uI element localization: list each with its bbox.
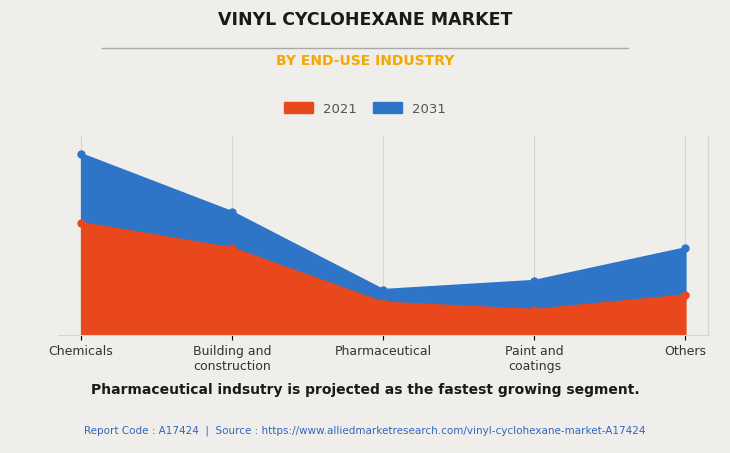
Text: VINYL CYCLOHEXANE MARKET: VINYL CYCLOHEXANE MARKET bbox=[218, 11, 512, 29]
Text: Pharmaceutical indsutry is projected as the fastest growing segment.: Pharmaceutical indsutry is projected as … bbox=[91, 383, 639, 397]
Text: BY END-USE INDUSTRY: BY END-USE INDUSTRY bbox=[276, 54, 454, 68]
Text: Report Code : A17424  |  Source : https://www.alliedmarketresearch.com/vinyl-cyc: Report Code : A17424 | Source : https://… bbox=[84, 426, 646, 436]
Legend: 2021, 2031: 2021, 2031 bbox=[278, 97, 452, 121]
